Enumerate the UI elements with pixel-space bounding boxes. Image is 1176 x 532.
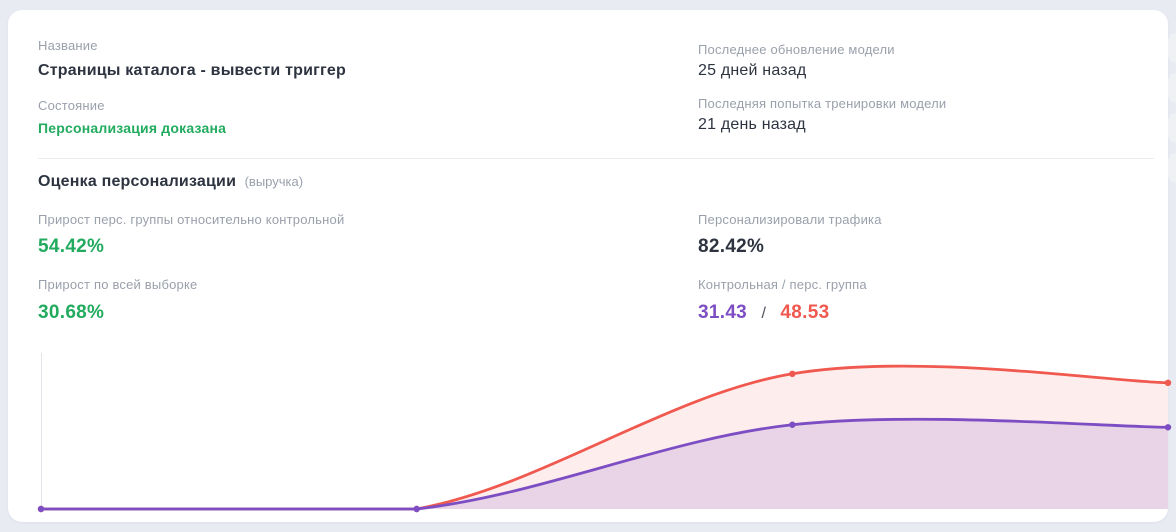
state-badge: Персонализация доказана [38,120,227,136]
name-label: Название [38,38,98,53]
model-summary-card: Название Страницы каталога - вывести три… [8,10,1172,522]
section-divider [38,158,1154,159]
groups-values: 31.43 / 48.53 [698,302,829,324]
uplift-vs-control-value: 54.42% [38,236,105,257]
model-name: Страницы каталога - вывести триггер [38,62,346,79]
uplift-overall-label: Прирост по всей выборке [38,277,198,292]
groups-label: Контрольная / перс. группа [698,277,867,292]
personalized-group-value: 48.53 [780,302,830,323]
groups-separator: / [761,305,766,322]
uplift-overall-value: 30.68% [38,302,105,323]
section-subtitle: (выручка) [244,174,304,189]
last-update-value: 25 дней назад [698,62,807,79]
side-toolbar-button-3[interactable] [1168,113,1176,143]
side-toolbar-button-4[interactable] [1168,153,1176,183]
personalized-traffic-label: Персонализировали трафика [698,212,882,227]
section-title: Оценка персонализации [38,173,237,190]
last-training-value: 21 день назад [698,116,806,133]
last-update-label: Последнее обновление модели [698,42,895,57]
last-training-label: Последняя попытка тренировки модели [698,96,947,111]
personalized-traffic-value: 82.42% [698,236,765,257]
control-group-value: 31.43 [698,302,748,323]
state-label: Состояние [38,98,105,113]
side-toolbar-button-1[interactable] [1168,33,1176,63]
uplift-chart[interactable] [8,343,1176,515]
section-header: Оценка персонализации (выручка) [38,173,303,191]
uplift-vs-control-label: Прирост перс. группы относительно контро… [38,212,345,227]
side-toolbar-button-2[interactable] [1168,73,1176,103]
